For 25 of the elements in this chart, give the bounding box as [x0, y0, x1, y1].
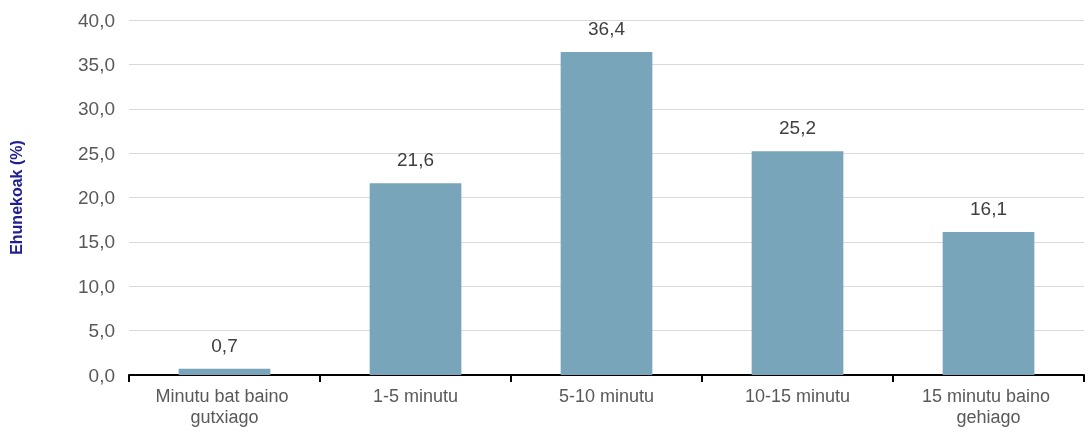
x-tick-label: 15 minutu baino gehiago — [921, 385, 1056, 427]
y-tick-label: 25,0 — [78, 142, 115, 164]
y-tick-label: 20,0 — [78, 187, 115, 208]
data-label: 0,7 — [211, 334, 238, 356]
y-axis-title: Ehunekoak (%) — [7, 140, 25, 255]
y-tick-label: 40,0 — [78, 9, 115, 31]
y-tick-label: 0,0 — [88, 364, 115, 386]
data-label: 16,1 — [970, 198, 1007, 220]
bar — [369, 183, 462, 375]
bar — [178, 368, 271, 375]
x-tick-label: Minutu bat baino gutxiago — [155, 385, 294, 427]
bar — [751, 151, 844, 375]
y-tick-label: 35,0 — [78, 53, 115, 75]
data-label: 36,4 — [588, 17, 626, 39]
y-tick-label: 30,0 — [78, 98, 115, 120]
y-tick-label: 10,0 — [78, 275, 115, 297]
bar — [560, 51, 653, 375]
data-label: 21,6 — [397, 149, 434, 171]
bar — [942, 232, 1035, 375]
data-label: 25,2 — [779, 117, 816, 139]
y-tick-label: 15,0 — [78, 231, 115, 253]
x-tick-label: 1-5 minutu — [372, 385, 459, 406]
x-tick-label: 5-10 minutu — [558, 385, 655, 406]
y-tick-label: 5,0 — [88, 320, 115, 342]
x-tick-label: 10-15 minutu — [744, 385, 851, 406]
